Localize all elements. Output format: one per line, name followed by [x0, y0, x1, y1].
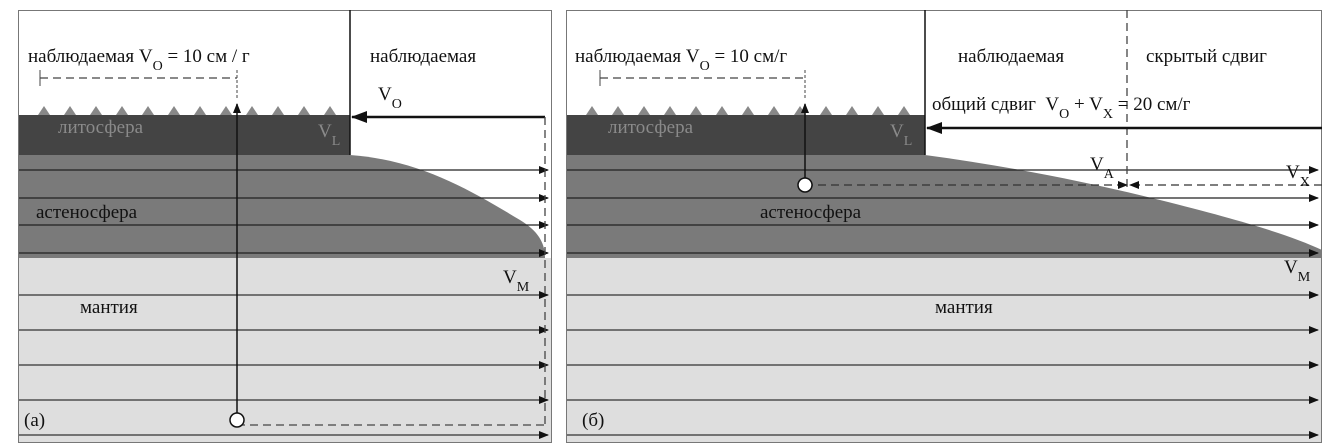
surface-bump: [220, 106, 232, 115]
panel-label: (б): [582, 410, 604, 431]
surface-bump: [194, 106, 206, 115]
mantle-layer: [18, 258, 552, 443]
diagram: наблюдаемая VO = 10 см / г наблюдаемая V…: [0, 0, 1322, 443]
shapes: [18, 10, 1322, 443]
surface-bump: [324, 106, 336, 115]
surface-bump: [846, 106, 858, 115]
surface-bump: [898, 106, 910, 115]
surface-bump: [664, 106, 676, 115]
mantle-layer: [566, 258, 1322, 443]
surface-bump: [768, 106, 780, 115]
va-label: VA: [1090, 154, 1115, 182]
mantle-label: мантия: [935, 297, 993, 318]
surface-bump: [298, 106, 310, 115]
surface-bump: [90, 106, 102, 115]
surface-bump: [168, 106, 180, 115]
observed-right: наблюдаемая: [958, 46, 1064, 67]
surface-bump: [638, 106, 650, 115]
surface-bump: [690, 106, 702, 115]
surface-bump: [820, 106, 832, 115]
asthenosphere-label: астеносфера: [760, 202, 862, 223]
surface-bump: [794, 106, 806, 115]
surface-bump: [142, 106, 154, 115]
surface-bump: [64, 106, 76, 115]
vo-label: VO: [378, 84, 402, 112]
hidden-shear-label: скрытый сдвиг: [1146, 46, 1267, 67]
surface-bump: [38, 106, 50, 115]
surface-bump: [742, 106, 754, 115]
observed-right: наблюдаемая: [370, 46, 476, 67]
lithosphere-label: литосфера: [608, 117, 694, 138]
panel-label: (а): [24, 410, 45, 431]
surface-bump: [272, 106, 284, 115]
asthenosphere-label: астеносфера: [36, 202, 138, 223]
surface-bump: [612, 106, 624, 115]
lithosphere-label: литосфера: [58, 117, 144, 138]
surface-bump: [716, 106, 728, 115]
surface-bump: [872, 106, 884, 115]
observed-label: наблюдаемая VO = 10 см / г: [28, 46, 250, 74]
observed-label: наблюдаемая VO = 10 см/г: [575, 46, 787, 74]
marker-point: [798, 178, 812, 192]
surface-bump: [246, 106, 258, 115]
surface-bump: [116, 106, 128, 115]
marker-point: [230, 413, 244, 427]
mantle-label: мантия: [80, 297, 138, 318]
surface-bump: [586, 106, 598, 115]
total-shear-label: общий сдвиг VO + VX = 20 см/г: [932, 94, 1191, 122]
